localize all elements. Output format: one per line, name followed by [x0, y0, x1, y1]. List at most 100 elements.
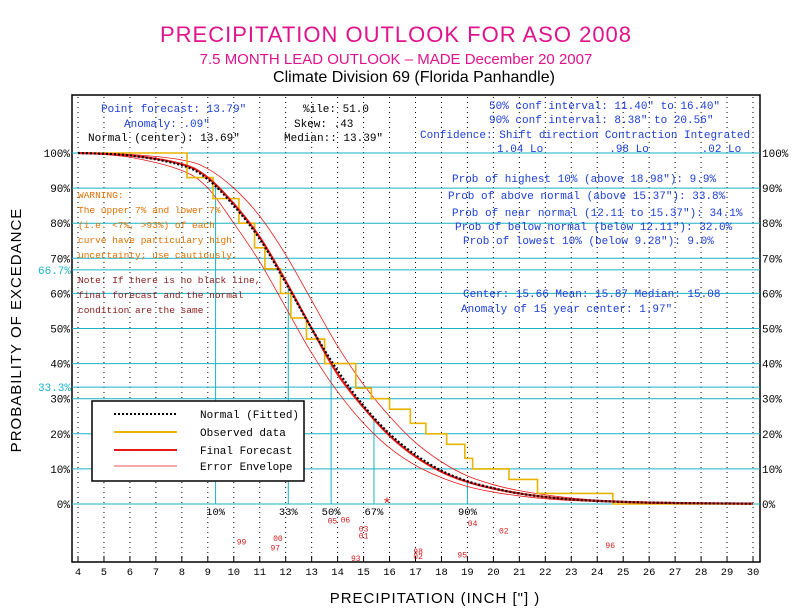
x-tick-label: 9 — [205, 567, 211, 579]
x-tick-label: 26 — [643, 567, 656, 579]
y-tick-label: 30% — [50, 395, 70, 407]
x-tick-label: 16 — [383, 567, 396, 579]
year-label: 01 — [359, 532, 369, 541]
y-tick-labels: 0% 10% 20% 30% 40% 50% 60% 70% 80% 90% 100% 0% 10% 20… — [44, 149, 789, 512]
quantile-label: 10% — [206, 507, 226, 519]
anomaly-15yr-text: Anomaly of 15 year center: 1.97" — [461, 304, 672, 316]
y-tick-label: 100% — [44, 149, 71, 161]
warning-line-1: WARNING: — [78, 190, 124, 201]
series-final-forecast — [77, 151, 754, 505]
x-tick-label: 12 — [279, 567, 292, 579]
year-label: 98 — [413, 548, 423, 557]
y-tick-label: 70% — [50, 254, 70, 266]
prob-lowest-10: Prob of lowest 10% (below 9.28"): 9.0% — [463, 236, 714, 248]
x-axis-title: PRECIPITATION (INCH ["] ) — [330, 590, 541, 607]
year-label: 00 — [273, 535, 283, 544]
x-tick-labels: 4 5 6 7 8 9 10 11 12 13 14 15 16 17 18 19 20 21 22 23 24 25 26… — [75, 567, 759, 579]
year-label: 02 — [499, 527, 509, 536]
y-tick-label-right: 40% — [762, 360, 782, 372]
division-label: Climate Division 69 (Florida Panhandle) — [273, 69, 555, 86]
point-forecast-text: Point forecast: 13.79" — [101, 104, 246, 116]
x-tick-label: 23 — [565, 567, 578, 579]
x-tick-label: 19 — [461, 567, 474, 579]
y-tick-label: 90% — [50, 184, 70, 196]
x-tick-label: 29 — [721, 567, 734, 579]
warning-line-4: curve have particulary high — [78, 235, 232, 246]
prob-highest-10: Prob of highest 10% (above 18.98"): 9.9% — [452, 174, 716, 186]
x-tick-label: 22 — [539, 567, 552, 579]
x-tick-label: 15 — [357, 567, 370, 579]
confidence-header-text: Confidence: Shift direction Contraction … — [420, 130, 750, 142]
year-label: 97 — [271, 545, 281, 554]
anomaly-text: Anomaly: .09" — [124, 119, 210, 131]
tercile-label: 66.7% — [38, 266, 71, 278]
year-label: 04 — [468, 520, 478, 529]
x-tick-label: 25 — [617, 567, 630, 579]
y-tick-label: 40% — [50, 360, 70, 372]
x-tick-label: 7 — [153, 567, 159, 579]
x-tick-label: 5 — [101, 567, 107, 579]
normal-center-text: Normal (center): 13.69" — [88, 133, 240, 145]
y-tick-label-right: 50% — [762, 325, 782, 337]
y-tick-label-right: 70% — [762, 254, 782, 266]
note-line-2: final forecast and the normal — [78, 290, 244, 301]
y-tick-label-right: 30% — [762, 395, 782, 407]
year-label: 05 — [328, 517, 338, 526]
ci90-text: 90% conf interval: 8.38" to 20.56" — [489, 115, 713, 127]
y-tick-label-right: 100% — [762, 149, 789, 161]
legend-final-label: Final Forecast — [200, 446, 292, 458]
y-tick-label-right: 10% — [762, 465, 782, 477]
x-tick-label: 28 — [695, 567, 708, 579]
legend-envelope-label: Error Envelope — [200, 462, 292, 474]
year-label: 93 — [351, 555, 361, 564]
year-label: 99 — [237, 538, 247, 547]
forecast-marker: * — [384, 495, 390, 512]
y-tick-label-right: 60% — [762, 289, 782, 301]
y-tick-label: 10% — [50, 465, 70, 477]
quantile-label: 67% — [365, 507, 385, 519]
y-tick-label-right: 90% — [762, 184, 782, 196]
percentile-text: %ile: 51.0 — [303, 104, 369, 116]
quantile-label: 90% — [458, 507, 478, 519]
note-line-3: condition are the same — [78, 305, 204, 316]
note-line-1: Note: If there is no black line, — [78, 275, 260, 286]
year-label: 96 — [605, 542, 615, 551]
year-label: 06 — [341, 516, 351, 525]
median-text: Median:: 13.39" — [284, 133, 383, 145]
x-tick-label: 11 — [253, 567, 266, 579]
y-tick-label: 20% — [50, 430, 70, 442]
chart-subtitle: 7.5 MONTH LEAD OUTLOOK – MADE December 2… — [200, 51, 593, 68]
chart-title: PRECIPITATION OUTLOOK FOR ASO 2008 — [160, 22, 632, 47]
x-tick-label: 10 — [227, 567, 240, 579]
y-tick-label-right: 0% — [762, 500, 776, 512]
series-normal-fitted — [77, 151, 754, 505]
x-tick-label: 8 — [179, 567, 185, 579]
prob-near-normal: Prob of near normal (12.11 to 15.37"): 3… — [452, 208, 743, 220]
ci50-text: 50% conf interval: 11.40" to 16.40" — [489, 101, 720, 113]
quantile-label: 33% — [279, 507, 299, 519]
y-axis-title: PROBABILITY OF EXCEDANCE — [8, 208, 25, 453]
prob-below-normal: Prob of below normal (below 12.11"): 32.… — [455, 222, 733, 234]
quantile-label: 50% — [322, 507, 342, 519]
legend-normal-label: Normal (Fitted) — [200, 410, 299, 422]
year-label: 02 — [413, 553, 423, 562]
x-tick-label: 21 — [513, 567, 526, 579]
confidence-values-text: 1.04 Lo .98 Lo .02 Lo — [497, 144, 741, 156]
y-tick-label: 80% — [50, 219, 70, 231]
x-tick-label: 17 — [409, 567, 422, 579]
x-tick-label: 13 — [305, 567, 318, 579]
x-tick-label: 18 — [435, 567, 448, 579]
series-observed-data — [78, 152, 753, 505]
x-tick-label: 27 — [669, 567, 682, 579]
legend: Normal (Fitted) Observed data Final Fore… — [91, 400, 305, 482]
legend-observed-label: Observed data — [200, 428, 286, 440]
y-tick-label-right: 80% — [762, 219, 782, 231]
skew-text: Skew: .43 — [294, 119, 353, 131]
x-tick-label: 4 — [75, 567, 81, 579]
x-tick-label: 30 — [747, 567, 760, 579]
year-label: 95 — [457, 551, 467, 560]
vertical-gridlines — [77, 97, 754, 562]
year-label: 03 — [359, 525, 369, 534]
center-mean-median-text: Center: 15.66 Mean: 15.87 Median: 15.08 — [463, 289, 720, 301]
